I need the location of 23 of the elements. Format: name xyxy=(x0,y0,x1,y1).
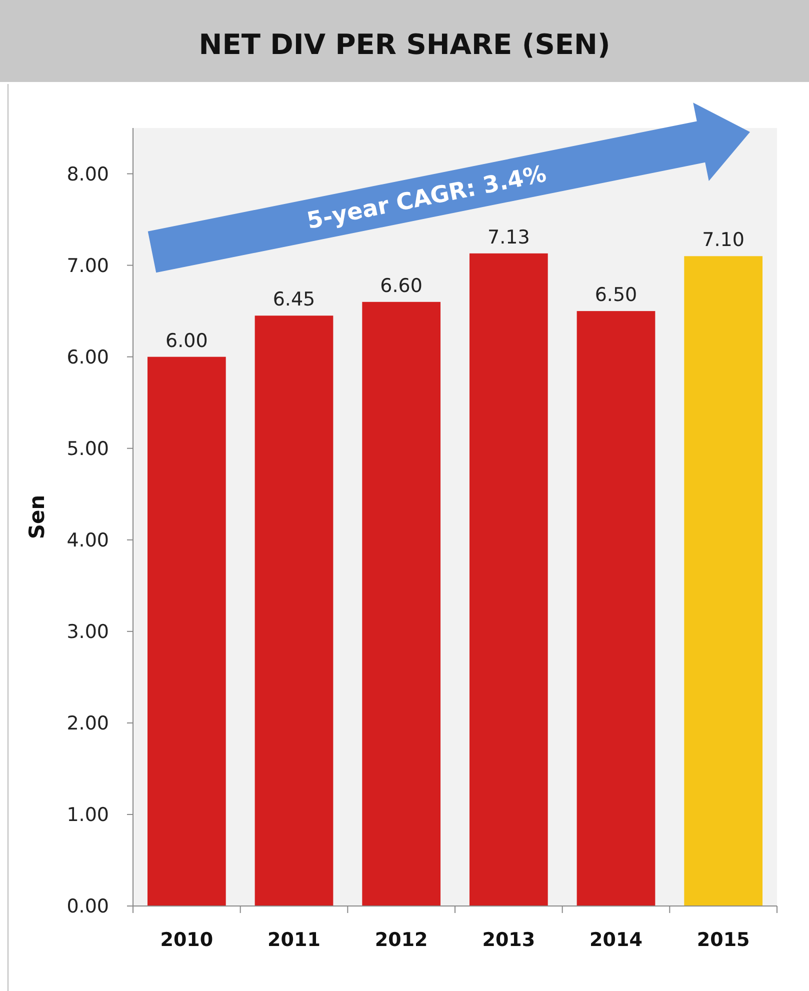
y-tick-label: 0.00 xyxy=(66,896,109,918)
y-tick-label: 6.00 xyxy=(66,346,109,368)
y-tick-label: 3.00 xyxy=(66,621,109,644)
y-tick-label: 5.00 xyxy=(66,438,109,460)
y-tick-label: 4.00 xyxy=(66,530,109,552)
data-label: 7.10 xyxy=(702,229,744,252)
y-axis-title: Sen xyxy=(25,494,49,540)
x-tick-label: 2014 xyxy=(590,929,642,951)
x-tick-label: 2010 xyxy=(160,929,214,951)
x-tick-label: 2011 xyxy=(268,929,320,951)
data-label: 7.13 xyxy=(488,226,530,248)
x-tick-label: 2012 xyxy=(374,929,428,951)
x-tick-label: 2013 xyxy=(482,929,536,951)
y-tick-label: 8.00 xyxy=(66,163,109,186)
y-tick-label: 2.00 xyxy=(66,712,109,735)
data-label: 6.50 xyxy=(594,284,638,306)
data-label: 6.45 xyxy=(272,288,316,311)
y-tick-label: 1.00 xyxy=(66,804,109,826)
x-tick-label: 2015 xyxy=(696,929,750,951)
y-tick-label: 7.00 xyxy=(66,254,109,277)
data-label: 6.60 xyxy=(380,274,422,297)
chart-title: NET DIV PER SHARE (SEN) xyxy=(198,28,610,61)
data-label: 6.00 xyxy=(166,330,208,352)
